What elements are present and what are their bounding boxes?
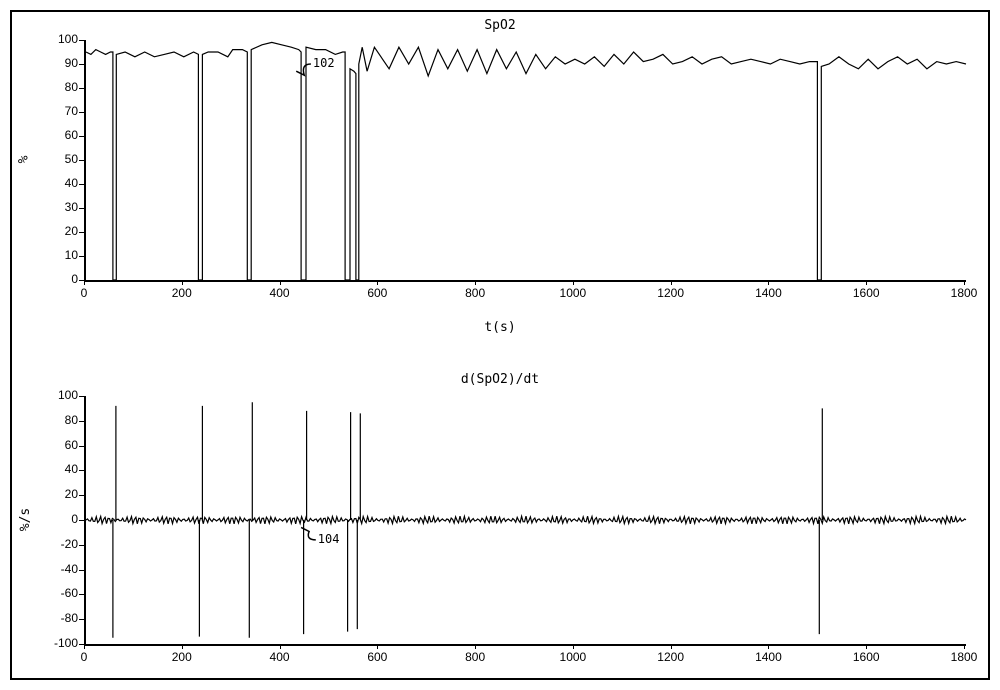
x-tick-label: 1200 [646,286,696,300]
x-tick-mark [866,644,867,649]
y-tick-label: 50 [42,152,78,166]
x-tick-mark [182,280,183,285]
x-tick-label: 400 [255,286,305,300]
x-tick-mark [475,644,476,649]
y-tick-label: 20 [42,487,78,501]
x-tick-mark [866,280,867,285]
y-tick-mark [79,160,84,161]
y-tick-label: 40 [42,176,78,190]
x-tick-label: 1400 [743,286,793,300]
top-plot-area [84,40,966,282]
y-tick-mark [79,256,84,257]
y-tick-label: 100 [42,388,78,402]
y-tick-label: -80 [42,611,78,625]
x-tick-mark [377,644,378,649]
y-tick-label: 60 [42,438,78,452]
y-tick-mark [79,594,84,595]
x-tick-label: 400 [255,650,305,664]
y-tick-label: 80 [42,413,78,427]
x-tick-label: 1000 [548,286,598,300]
x-tick-mark [671,280,672,285]
y-tick-label: 20 [42,224,78,238]
y-tick-mark [79,232,84,233]
y-tick-mark [79,112,84,113]
x-tick-label: 600 [352,286,402,300]
bottom-y-axis-label: %/s [18,508,33,531]
x-tick-label: 800 [450,650,500,664]
x-tick-label: 0 [59,286,109,300]
x-tick-label: 1600 [841,650,891,664]
annotation-leader [296,64,311,75]
x-tick-mark [84,644,85,649]
annotation-label: 102 [313,56,335,70]
y-tick-mark [79,88,84,89]
x-tick-mark [182,644,183,649]
x-tick-label: 1800 [939,650,989,664]
x-tick-label: 1000 [548,650,598,664]
x-tick-mark [573,280,574,285]
x-tick-mark [768,644,769,649]
x-tick-label: 1200 [646,650,696,664]
top-x-axis-label: t(s) [12,320,988,335]
x-tick-label: 1400 [743,650,793,664]
data-line [86,42,966,280]
y-tick-mark [79,40,84,41]
y-tick-mark [79,396,84,397]
x-tick-mark [84,280,85,285]
y-tick-mark [79,136,84,137]
y-tick-label: 0 [42,512,78,526]
x-tick-mark [671,644,672,649]
x-tick-label: 0 [59,650,109,664]
data-line [86,402,966,638]
x-tick-label: 200 [157,286,207,300]
y-tick-label: 90 [42,56,78,70]
y-tick-label: -60 [42,586,78,600]
x-tick-mark [573,644,574,649]
x-tick-mark [964,280,965,285]
y-tick-mark [79,64,84,65]
bottom-plot-area [84,396,966,646]
x-tick-label: 1800 [939,286,989,300]
x-tick-mark [964,644,965,649]
x-tick-label: 800 [450,286,500,300]
chart-svg [86,396,966,644]
y-tick-mark [79,570,84,571]
x-tick-label: 200 [157,650,207,664]
x-tick-mark [768,280,769,285]
y-tick-mark [79,208,84,209]
y-tick-mark [79,520,84,521]
y-tick-label: 30 [42,200,78,214]
y-tick-mark [79,470,84,471]
top-chart-title: SpO2 [12,18,988,33]
y-tick-label: -40 [42,562,78,576]
y-tick-label: -100 [42,636,78,650]
y-tick-label: 80 [42,80,78,94]
y-tick-mark [79,421,84,422]
y-tick-label: -20 [42,537,78,551]
x-tick-label: 1600 [841,286,891,300]
y-tick-label: 0 [42,272,78,286]
figure-container: SpO2 % t(s) d(SpO2)/dt %/s 0102030405060… [10,10,990,680]
x-tick-mark [475,280,476,285]
bottom-chart-title: d(SpO2)/dt [12,372,988,387]
x-tick-mark [280,644,281,649]
y-tick-mark [79,184,84,185]
y-tick-label: 40 [42,462,78,476]
y-tick-label: 70 [42,104,78,118]
annotation-label: 104 [318,532,340,546]
top-y-axis-label: % [16,156,31,164]
y-tick-mark [79,446,84,447]
x-tick-mark [377,280,378,285]
y-tick-mark [79,495,84,496]
y-tick-mark [79,545,84,546]
y-tick-label: 60 [42,128,78,142]
x-tick-label: 600 [352,650,402,664]
y-tick-mark [79,619,84,620]
y-tick-label: 10 [42,248,78,262]
chart-svg [86,40,966,280]
y-tick-label: 100 [42,32,78,46]
x-tick-mark [280,280,281,285]
